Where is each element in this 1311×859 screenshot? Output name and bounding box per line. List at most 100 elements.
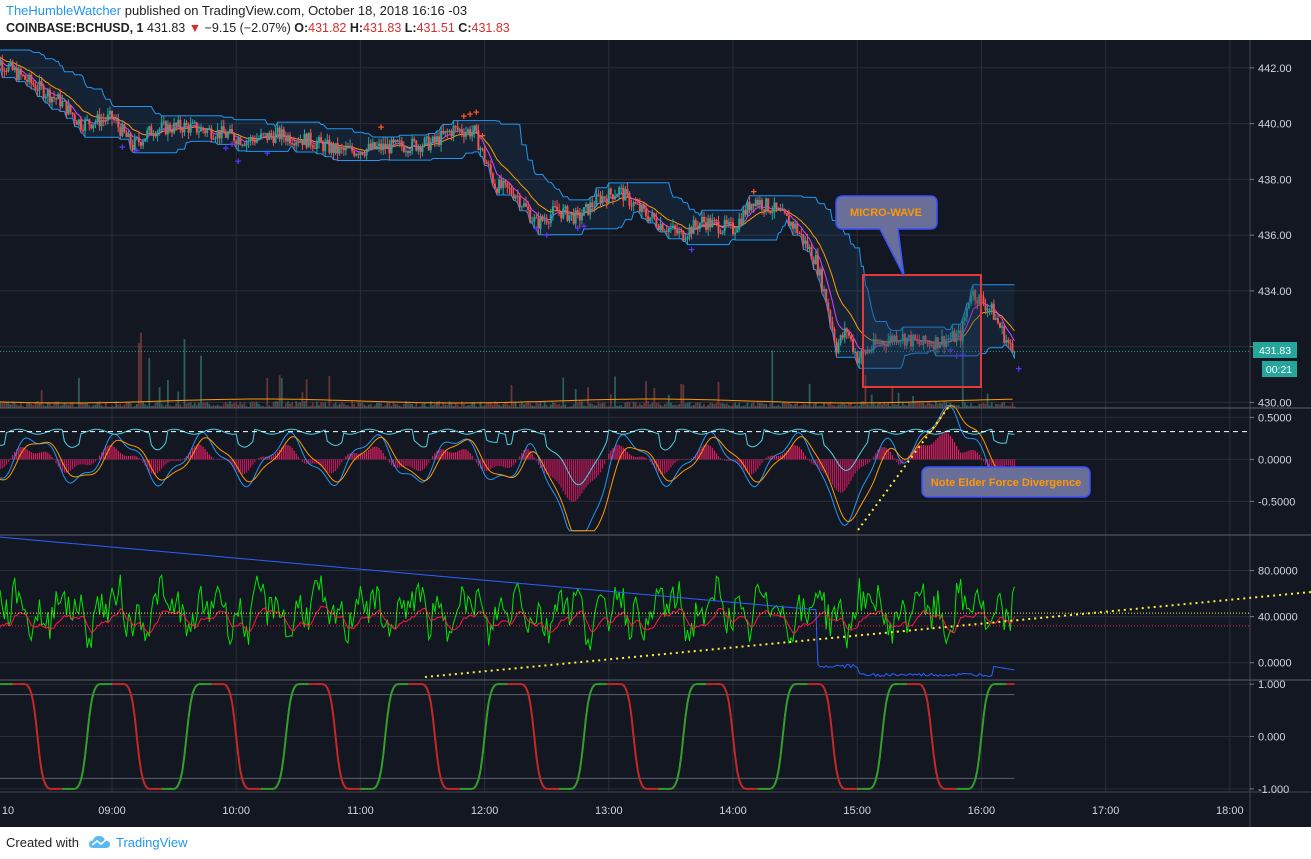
force-signal-line [0, 428, 1015, 486]
volume-bar [730, 406, 732, 408]
candle-body [727, 221, 730, 225]
candle-body [299, 140, 302, 143]
volume-bar [775, 405, 778, 408]
volume-bar [247, 406, 250, 408]
candle-body [253, 139, 256, 143]
candle-body [328, 139, 331, 153]
micro-wave-callout[interactable] [835, 195, 938, 277]
tradingview-cloud-icon[interactable] [88, 833, 112, 851]
stoch-line-segment [779, 736, 784, 756]
tradingview-brand-link[interactable]: TradingView [116, 835, 188, 850]
stoch-line-segment [835, 770, 840, 781]
stoch-line-segment [529, 702, 534, 718]
candle-body [446, 130, 449, 133]
stoch-line-segment [641, 784, 645, 789]
candle-body [247, 140, 250, 142]
candle-body [243, 144, 246, 146]
stoch-line-segment [485, 702, 490, 718]
candle-body [522, 203, 525, 207]
stoch-line-segment [338, 770, 343, 781]
candle-body [570, 212, 573, 215]
volume-bar [620, 405, 623, 408]
candle-body [462, 133, 465, 137]
candle-body [587, 203, 590, 215]
candle-body [723, 219, 726, 232]
candle-body [661, 223, 664, 232]
candle-body [189, 123, 192, 133]
volume-bar [794, 403, 796, 408]
stoch-line-segment [785, 692, 790, 703]
stoch-line-segment [390, 687, 395, 694]
candle-body [30, 74, 33, 84]
candle-body [878, 342, 881, 344]
volume-bar [448, 401, 451, 408]
author-link[interactable]: TheHumbleWatcher [6, 3, 122, 18]
candle-body [518, 196, 521, 208]
volume-bar [106, 406, 109, 408]
candle-body [222, 126, 225, 134]
stoch-line-segment [241, 779, 246, 786]
stoch-line-segment [535, 755, 540, 771]
candle-body [303, 133, 306, 145]
candle-body [572, 212, 575, 224]
stoch-line-segment [173, 787, 177, 790]
candle-body [96, 114, 99, 122]
micro-wave-box[interactable] [862, 274, 982, 388]
volume-bar [703, 404, 705, 408]
stoch-line-segment [40, 770, 45, 781]
volume-bar [361, 402, 364, 408]
candle-body [876, 342, 879, 344]
stoch-line-segment [686, 692, 691, 703]
candle-body [1009, 342, 1012, 344]
candle-body [547, 222, 550, 224]
stoch-line-segment [233, 717, 238, 737]
last-price: 431.83 [147, 21, 186, 35]
force-trendline[interactable] [857, 404, 951, 531]
volume-bar [732, 404, 734, 408]
stoch-line-segment [734, 755, 739, 771]
time-tick-label: 10:00 [222, 805, 250, 817]
candle-body [197, 131, 200, 133]
rsi-trendline[interactable] [424, 591, 1311, 678]
stoch-line-segment [771, 784, 776, 789]
volume-bar [394, 404, 397, 408]
chart-area[interactable]: + + + + + + + + + + + + + + + + + + + + + 10 09:00 10:00 11:00 1… [0, 40, 1311, 827]
volume-bar [552, 402, 554, 408]
divergence-callout[interactable] [921, 466, 1091, 498]
volume-bar [525, 402, 527, 408]
candle-body [228, 129, 231, 134]
volume-bar [966, 405, 968, 408]
stoch-line-segment [842, 787, 846, 790]
volume-bar [705, 406, 707, 408]
volume-bar [38, 403, 41, 408]
volume-bar [696, 402, 699, 408]
stoch-line-segment [721, 684, 726, 689]
candle-body [738, 218, 741, 230]
volume-bar [771, 350, 774, 408]
volume-bar [589, 403, 592, 408]
volume-bar [357, 401, 360, 408]
stoch-line-segment [682, 717, 687, 737]
volume-bar [502, 403, 505, 408]
volume-bar [852, 406, 854, 408]
volume-bar [738, 403, 741, 408]
volume-bar [13, 402, 16, 408]
candle-body [742, 210, 745, 225]
stoch-line-segment [140, 770, 145, 781]
y-tick-label: 0.0000 [1258, 658, 1292, 670]
candle-body [947, 338, 950, 340]
volume-bar [313, 405, 316, 408]
volume-bar [974, 405, 977, 408]
stoch-line-segment [177, 779, 182, 786]
volume-bar [667, 394, 670, 408]
volume-bar [798, 406, 801, 408]
candle-body [427, 136, 430, 151]
volume-bar [142, 401, 144, 408]
chart-svg[interactable]: ++ + ++++ + + ++++++ +++ + ++ 10 09:00 10:00 11:00 1… [0, 40, 1311, 827]
candle-body [7, 65, 10, 72]
stoch-line-segment [591, 684, 596, 689]
volume-bar [518, 403, 521, 408]
candle-body [38, 81, 41, 91]
volume-bar [256, 401, 258, 408]
volume-bar [30, 403, 33, 408]
